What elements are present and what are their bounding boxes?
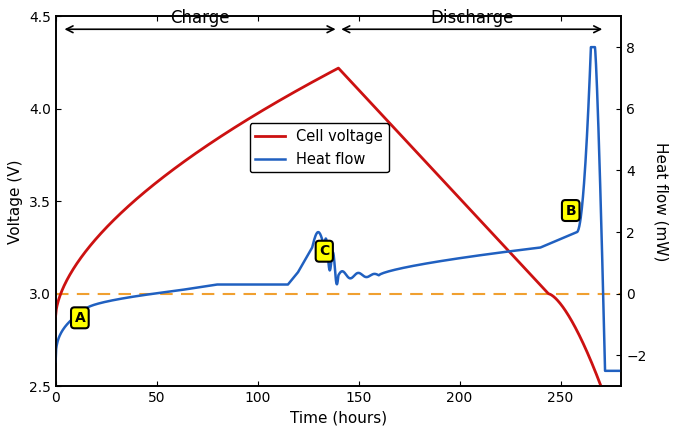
- Heat flow: [332, 281, 341, 286]
- Cell voltage: [334, 66, 343, 71]
- Heat flow: [601, 368, 609, 373]
- Y-axis label: Heat flow (mW): Heat flow (mW): [654, 141, 669, 261]
- Cell voltage: [86, 243, 94, 248]
- Heat flow: [332, 280, 341, 285]
- Heat flow: [587, 45, 595, 50]
- Text: C: C: [319, 244, 330, 258]
- X-axis label: Time (hours): Time (hours): [290, 411, 387, 426]
- Text: A: A: [74, 311, 85, 325]
- Heat flow: [617, 368, 626, 373]
- Heat flow: [305, 250, 313, 255]
- Text: B: B: [565, 204, 576, 217]
- Cell voltage: [525, 270, 533, 275]
- Cell voltage: [391, 126, 399, 132]
- Text: Discharge: Discharge: [430, 10, 513, 27]
- Y-axis label: Voltage (V): Voltage (V): [8, 159, 23, 243]
- Text: Charge: Charge: [171, 10, 230, 27]
- Line: Cell voltage: Cell voltage: [56, 68, 601, 386]
- Cell voltage: [377, 112, 385, 117]
- Legend: Cell voltage, Heat flow: Cell voltage, Heat flow: [250, 124, 389, 172]
- Cell voltage: [407, 143, 415, 148]
- Heat flow: [595, 158, 603, 164]
- Line: Heat flow: Heat flow: [56, 47, 621, 371]
- Heat flow: [460, 255, 468, 260]
- Cell voltage: [471, 212, 479, 217]
- Heat flow: [51, 359, 60, 364]
- Heat flow: [504, 249, 512, 254]
- Cell voltage: [597, 384, 605, 389]
- Cell voltage: [51, 313, 60, 319]
